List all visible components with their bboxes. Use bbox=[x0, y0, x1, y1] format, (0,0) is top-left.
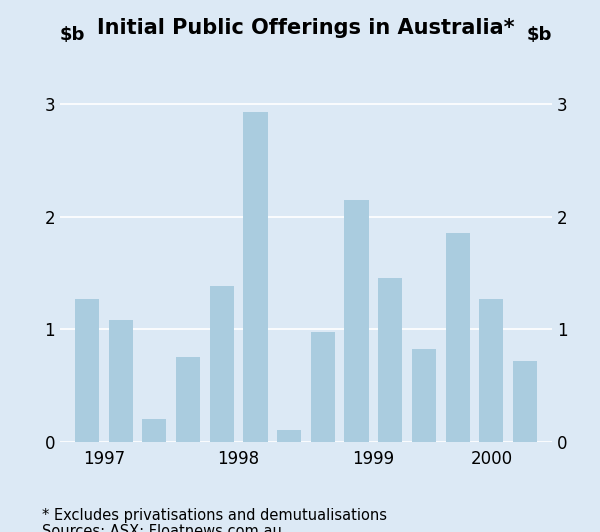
Bar bbox=[244, 112, 268, 442]
Bar bbox=[479, 298, 503, 442]
Bar bbox=[311, 332, 335, 442]
Bar bbox=[378, 278, 403, 442]
Bar bbox=[513, 361, 537, 442]
Title: Initial Public Offerings in Australia*: Initial Public Offerings in Australia* bbox=[97, 18, 515, 38]
Bar bbox=[209, 286, 234, 442]
Bar bbox=[75, 298, 99, 442]
Text: Sources: ASX; Floatnews.com.au: Sources: ASX; Floatnews.com.au bbox=[42, 524, 282, 532]
Bar bbox=[109, 320, 133, 442]
Bar bbox=[412, 350, 436, 442]
Bar bbox=[344, 200, 368, 442]
Bar bbox=[176, 357, 200, 442]
Text: $b: $b bbox=[527, 26, 552, 44]
Bar bbox=[277, 430, 301, 442]
Bar bbox=[446, 234, 470, 442]
Text: $b: $b bbox=[60, 26, 85, 44]
Text: * Excludes privatisations and demutualisations: * Excludes privatisations and demutualis… bbox=[42, 508, 387, 523]
Bar bbox=[142, 419, 166, 442]
